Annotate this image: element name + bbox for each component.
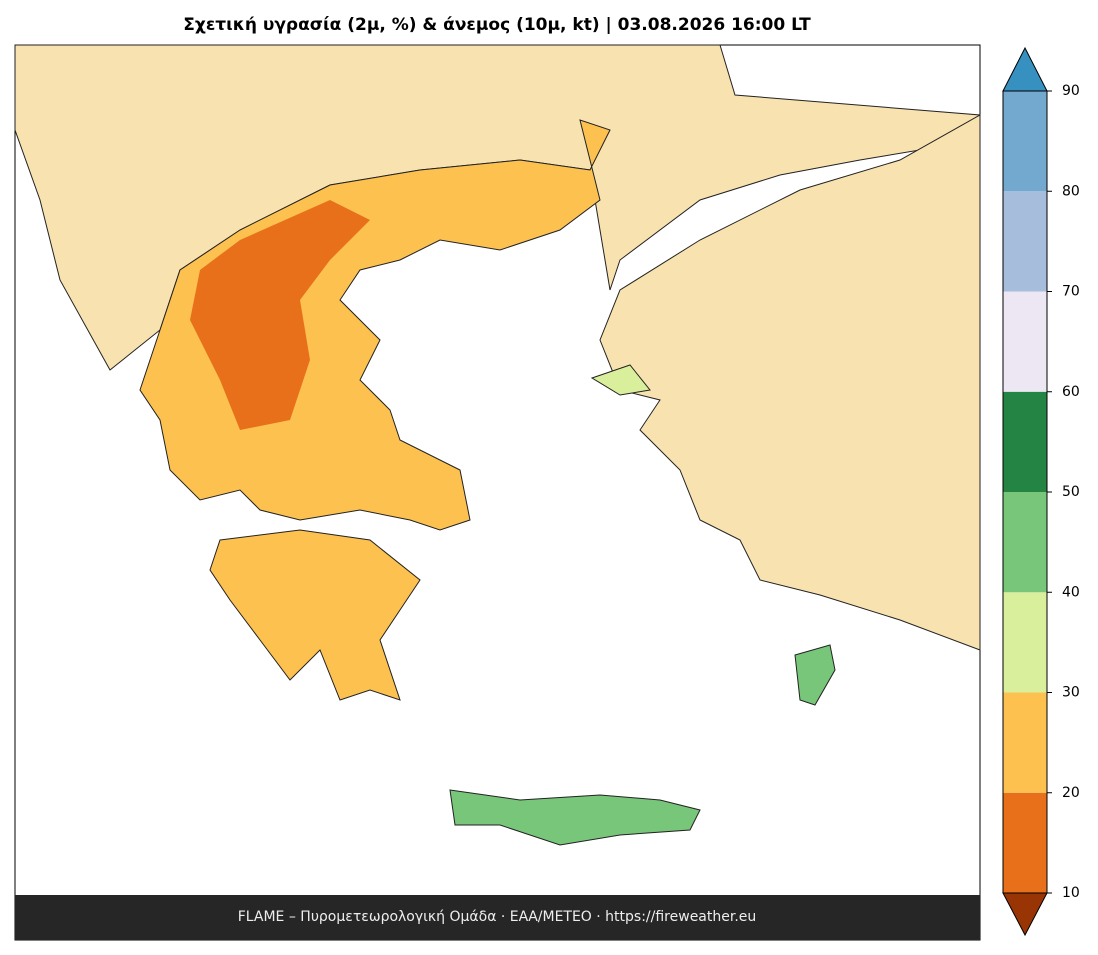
colorbar-under [1002, 892, 1048, 937]
colorbar-bin [1003, 792, 1047, 893]
colorbar-tick-label: 90 [1062, 83, 1080, 99]
colorbar-bin [1003, 291, 1047, 392]
colorbar: 10 20 30 40 50 60 70 80 90 [1002, 46, 1080, 937]
rhodes [794, 644, 836, 706]
colorbar-bin [1003, 692, 1047, 793]
lesvos [590, 364, 651, 396]
colorbar-tick-label: 40 [1062, 584, 1080, 600]
map: FLAME – Πυρομετεωρολογική Ομάδα · ΕΑΑ/ME… [14, 44, 981, 941]
colorbar-bin [1003, 492, 1047, 593]
colorbar-bin [1003, 191, 1047, 292]
colorbar-tick-label: 80 [1062, 183, 1080, 199]
land-east [599, 114, 981, 651]
colorbar-over [1002, 46, 1048, 92]
colorbar-bin [1003, 91, 1047, 192]
colorbar-tick-label: 60 [1062, 384, 1080, 400]
colorbar-tick-label: 20 [1062, 785, 1080, 801]
footer-text: FLAME – Πυρομετεωρολογική Ομάδα · ΕΑΑ/ME… [238, 909, 757, 925]
colorbar-bin [1003, 592, 1047, 693]
footer-band [15, 895, 980, 940]
colorbar-tick-label: 30 [1062, 685, 1080, 701]
colorbar-tick-label: 50 [1062, 484, 1080, 500]
colorbar-bin [1003, 391, 1047, 492]
colorbar-tick-label: 70 [1062, 284, 1080, 300]
colorbar-tick-label: 10 [1062, 885, 1080, 901]
title: Σχετική υγρασία (2μ, %) & άνεμος (10μ, k… [183, 15, 811, 35]
mainland [139, 119, 611, 531]
dry-area [190, 200, 370, 430]
crete [449, 789, 701, 846]
peloponnese [209, 529, 421, 701]
